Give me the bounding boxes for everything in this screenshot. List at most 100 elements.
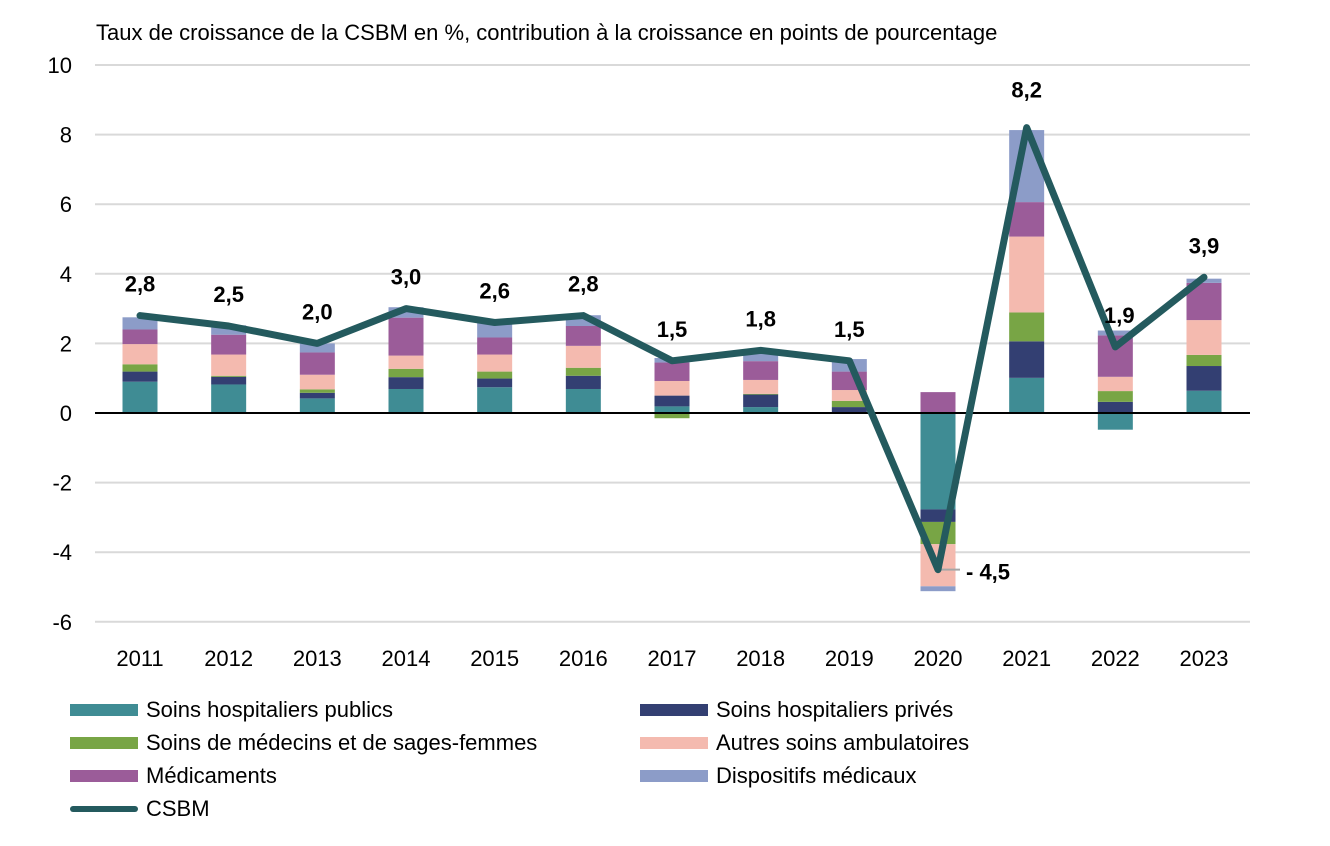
legend-item: Soins de médecins et de sages-femmes: [70, 730, 537, 756]
bar-segment: [1097, 376, 1133, 392]
bar-segment: [1186, 390, 1222, 413]
bar-segment: [743, 379, 779, 394]
bar-segment: [831, 390, 867, 401]
bar-segment: [565, 367, 601, 376]
bar-segment: [388, 307, 424, 318]
bar-segment: [920, 413, 956, 510]
data-label: 2,8: [568, 272, 599, 297]
x-tick-label: 2022: [1091, 646, 1140, 671]
legend-label: Soins de médecins et de sages-femmes: [146, 730, 538, 755]
legend-label: Soins hospitaliers privés: [716, 697, 954, 722]
bar-segment: [1009, 377, 1045, 413]
bar-segment: [565, 388, 601, 413]
bar-segment: [743, 352, 779, 362]
bar-segment: [211, 334, 247, 355]
legend-item: Dispositifs médicaux: [640, 763, 917, 789]
bar-segment: [920, 586, 956, 592]
legend-swatch: [640, 770, 708, 782]
y-tick-label: 10: [48, 53, 72, 78]
y-tick-label: 2: [60, 331, 72, 356]
bar-segment: [1186, 320, 1222, 355]
x-tick-label: 2020: [914, 646, 963, 671]
x-tick-label: 2023: [1180, 646, 1229, 671]
bar-segment: [211, 325, 247, 335]
x-tick-label: 2011: [116, 646, 163, 671]
bar-segment: [122, 329, 158, 345]
bar-segment: [299, 398, 335, 413]
bar-segment: [1186, 354, 1222, 367]
data-label: 8,2: [1011, 78, 1042, 103]
legend-swatch: [640, 737, 708, 749]
bar-segment: [565, 315, 601, 326]
legend-swatch: [640, 704, 708, 716]
x-tick-label: 2019: [825, 646, 874, 671]
legend-line: [70, 806, 138, 812]
bar-segment: [211, 384, 247, 413]
data-label: 3,0: [391, 265, 422, 290]
bar-segment: [920, 392, 956, 413]
bar-segment: [1009, 341, 1045, 378]
chart-title: Taux de croissance de la CSBM en %, cont…: [96, 20, 998, 45]
bar-segment: [299, 392, 335, 399]
bar-segment: [299, 389, 335, 393]
legend-item: Soins hospitaliers privés: [640, 697, 953, 723]
data-label: 1,5: [657, 317, 688, 342]
bar-segment: [743, 361, 779, 380]
bar-segment: [743, 407, 779, 413]
data-label: - 4,5: [966, 560, 1010, 585]
legend-item: Soins hospitaliers publics: [70, 697, 393, 723]
bar-segment: [477, 354, 513, 372]
bar-segment: [565, 345, 601, 368]
bar-segment: [743, 393, 779, 395]
legend-label: CSBM: [146, 796, 210, 821]
bar-segment: [122, 317, 158, 330]
csbm-line: [136, 124, 1208, 574]
bar-segment: [122, 381, 158, 413]
legend-label: Médicaments: [146, 763, 277, 788]
bar-segment: [388, 368, 424, 378]
bar-segment: [211, 375, 247, 377]
x-tick-label: 2015: [470, 646, 519, 671]
y-tick-label: 0: [60, 401, 72, 426]
bar-segment: [477, 378, 513, 388]
bar-segment: [211, 354, 247, 376]
bar-segment: [122, 371, 158, 382]
bar-segment: [122, 344, 158, 365]
x-tick-label: 2012: [204, 646, 253, 671]
legend-swatch: [70, 704, 138, 716]
bar-segment: [388, 377, 424, 389]
legend-item: CSBM: [70, 796, 210, 822]
bar-segment: [477, 337, 513, 355]
legend-label: Autres soins ambulatoires: [716, 730, 970, 755]
y-tick-label: -4: [52, 540, 72, 565]
y-tick-label: -2: [52, 471, 72, 496]
x-tick-label: 2018: [736, 646, 785, 671]
data-label: 2,0: [302, 299, 333, 324]
bar-segment: [1097, 401, 1133, 413]
data-label: 1,5: [834, 317, 865, 342]
data-label: 2,5: [213, 282, 244, 307]
data-label: 2,8: [125, 272, 156, 297]
legend-item: Médicaments: [70, 763, 277, 789]
bar-segment: [831, 400, 867, 408]
bar-segment: [299, 343, 335, 353]
chart: -6 -4 -2 0 2 4 6 8 10 2011 2012 2013 2014 2015 2016 201…: [48, 53, 1250, 671]
x-tick-label: 2013: [293, 646, 342, 671]
bar-segment: [565, 326, 601, 346]
bar-segment: [388, 388, 424, 413]
bar-segment: [1009, 236, 1045, 313]
data-label: 2,6: [479, 279, 510, 304]
legend-label: Soins hospitaliers publics: [146, 697, 394, 722]
data-label: 3,9: [1189, 233, 1220, 258]
bar-segment: [388, 355, 424, 369]
y-tick-label: 8: [60, 123, 72, 148]
legend-swatch: [70, 770, 138, 782]
x-tick-label: 2017: [648, 646, 697, 671]
data-label: 1,9: [1104, 303, 1135, 328]
bar-segment: [654, 395, 690, 407]
bar-segment: [1097, 413, 1133, 430]
bar-segment: [831, 407, 867, 413]
x-tick-label: 2014: [382, 646, 431, 671]
bar-segment: [122, 364, 158, 372]
y-tick-label: -6: [52, 610, 72, 635]
